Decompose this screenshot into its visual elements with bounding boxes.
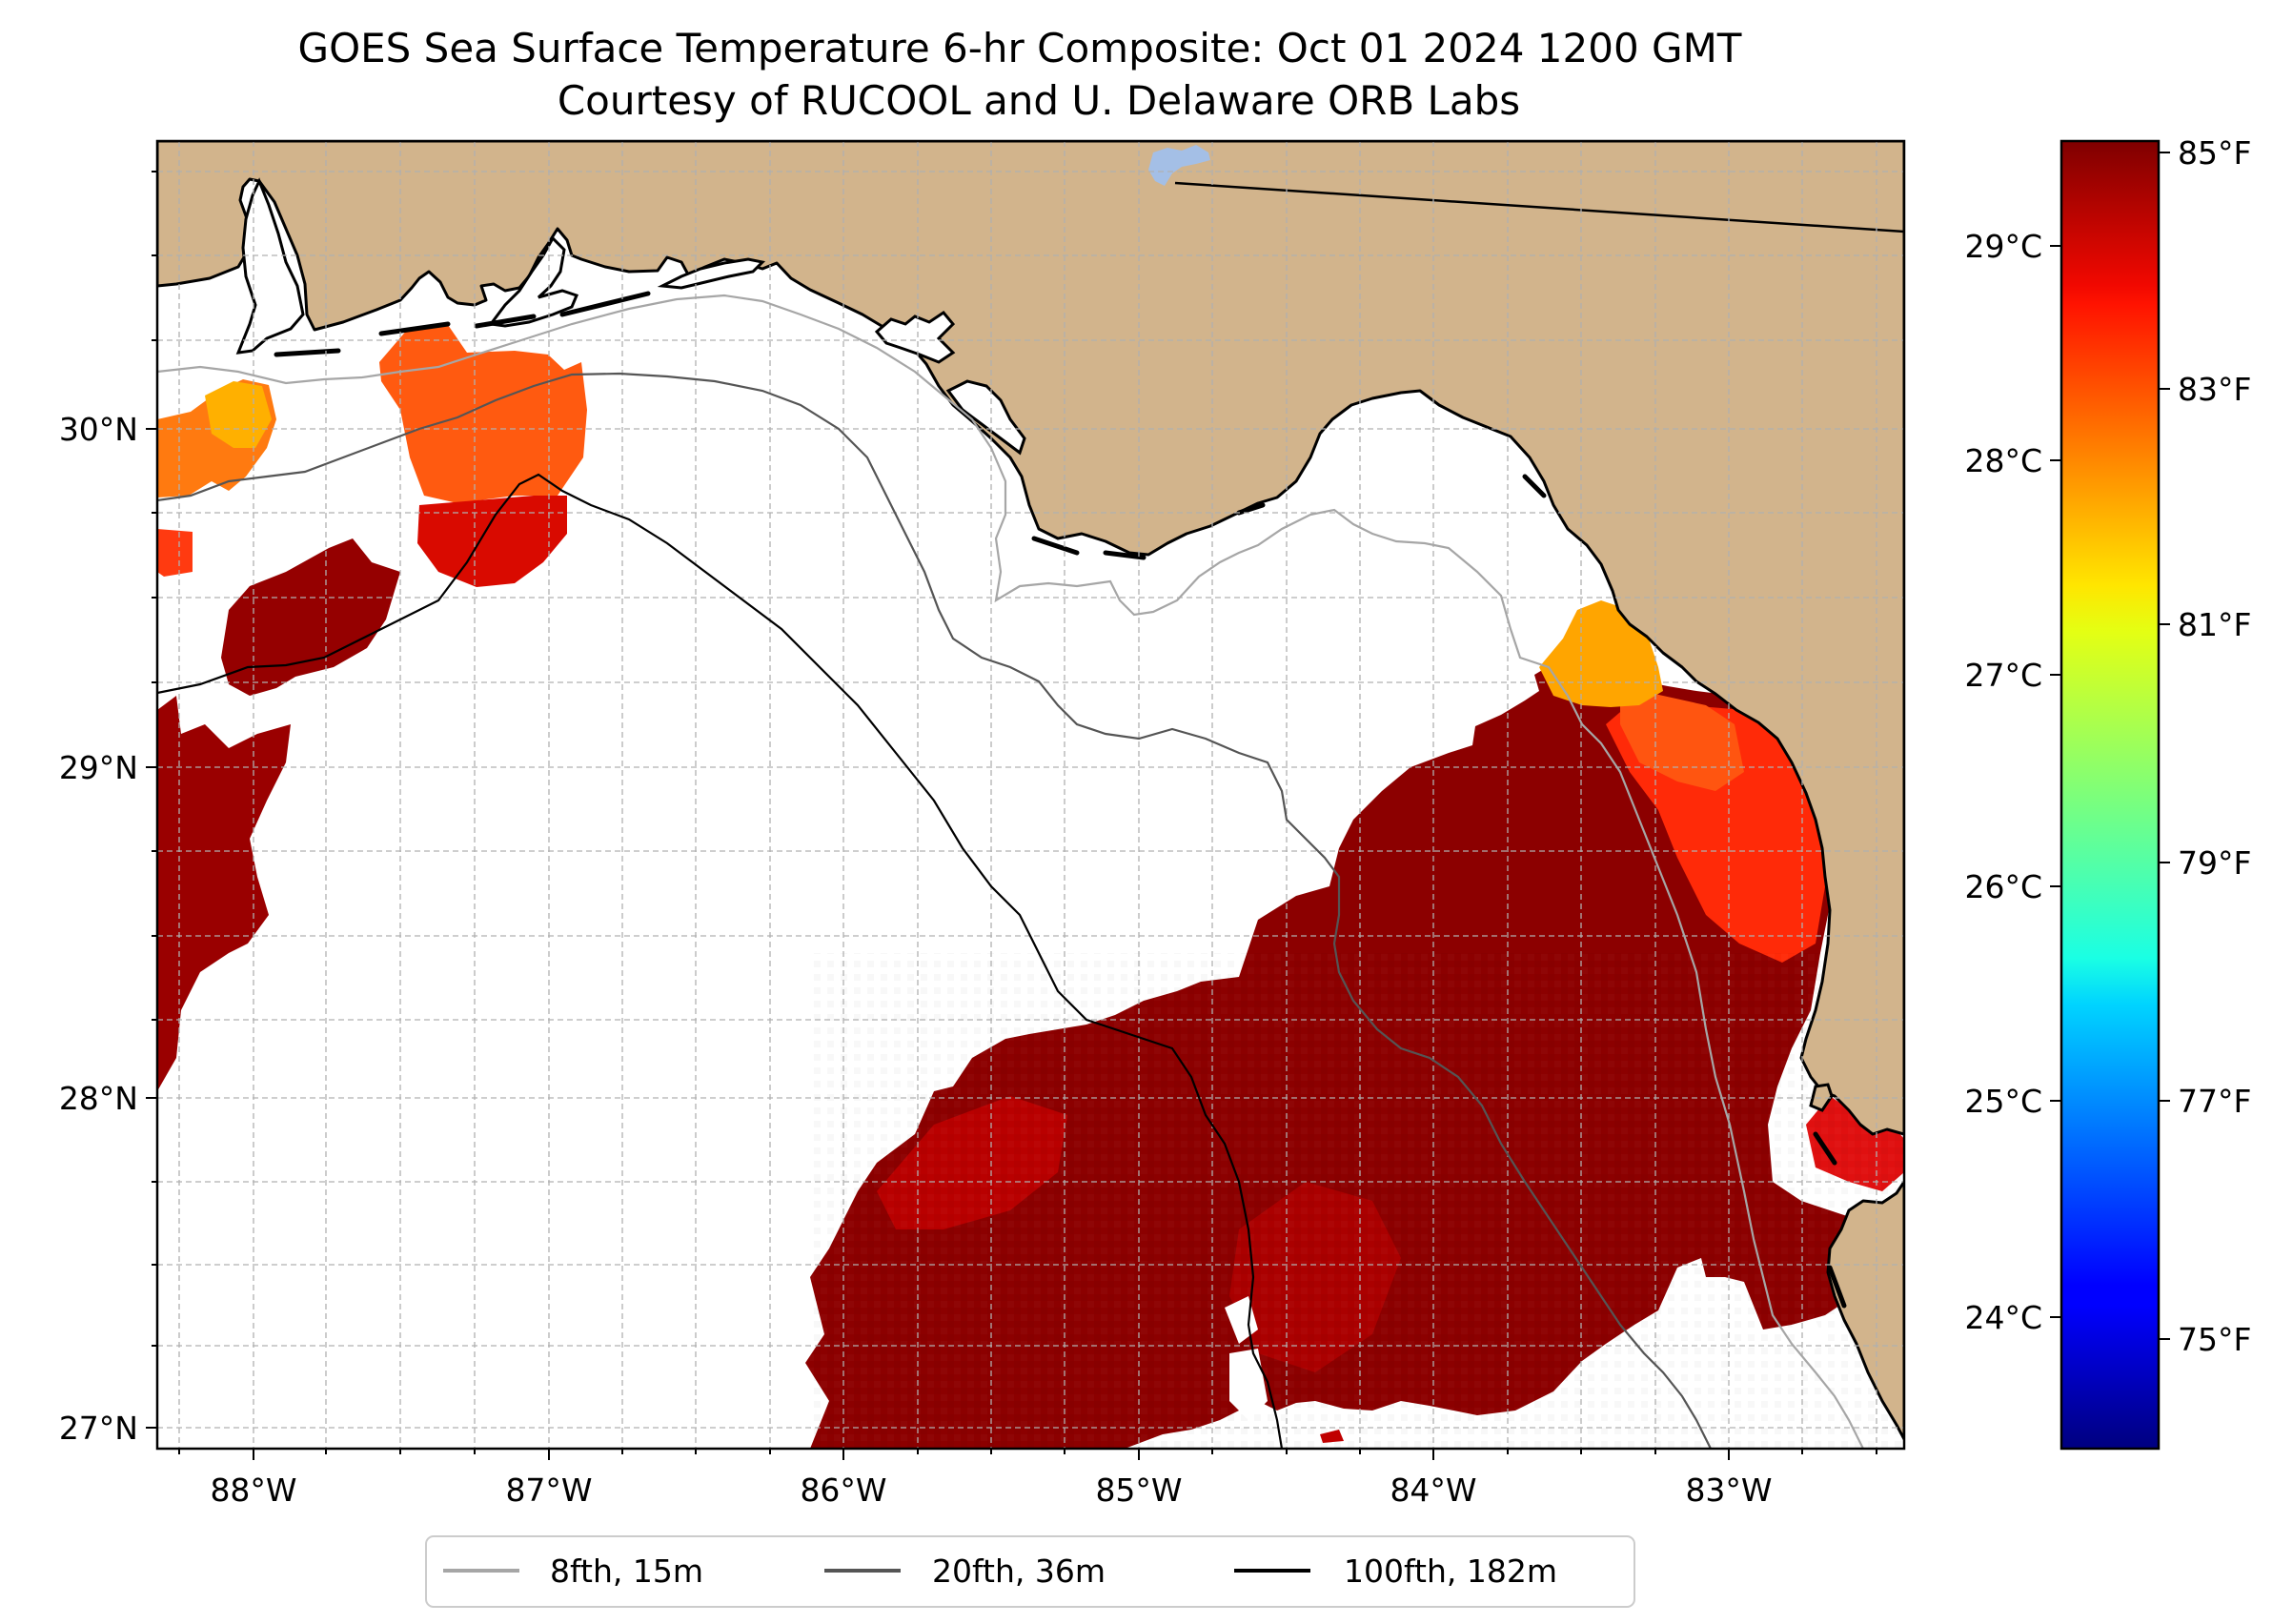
sst-data-layer xyxy=(157,322,1904,1449)
cloud-gap-2 xyxy=(1229,1349,1268,1420)
sst-patch-west-yellow xyxy=(205,381,272,448)
st-andrew-bay xyxy=(874,311,956,364)
land-mass-main xyxy=(157,141,1904,1136)
sst-patch-east-orange xyxy=(1620,686,1744,791)
x-tick-label: 83°W xyxy=(1685,1472,1772,1509)
isobath-8fth-15m xyxy=(157,294,1864,1449)
barrier-islands xyxy=(274,291,1847,1309)
x-axis: 88°W 87°W 86°W 85°W 84°W 83°W xyxy=(178,1449,1877,1509)
colorbar-celsius-label: 27°C xyxy=(1964,657,2042,694)
gridlines xyxy=(157,141,1904,1449)
colorbar-celsius-label: 29°C xyxy=(1964,228,2042,265)
y-tick-label: 30°N xyxy=(59,411,138,448)
x-tick-label: 86°W xyxy=(800,1472,886,1509)
chart-title: GOES Sea Surface Temperature 6-hr Compos… xyxy=(298,25,1742,71)
sst-fleck xyxy=(1320,1430,1344,1443)
colorbar-fahrenheit-label: 81°F xyxy=(2178,606,2251,643)
legend: 8fth, 15m 20fth, 36m 100fth, 182m xyxy=(425,1535,1635,1608)
state-border xyxy=(1174,181,1904,233)
apalachicola-bay xyxy=(945,379,1026,456)
isobath-100fth-182m xyxy=(157,473,1284,1449)
isobath-20fth-36m xyxy=(157,372,1712,1449)
y-tick-label: 29°N xyxy=(59,749,138,786)
y-axis: 27°N 28°N 29°N 30°N xyxy=(59,171,157,1447)
colorbar-fahrenheit-label: 77°F xyxy=(2178,1083,2251,1120)
map-area xyxy=(157,141,1904,1449)
legend-box xyxy=(425,1535,1635,1608)
colorbar-fahrenheit-label: 79°F xyxy=(2178,844,2251,882)
legend-label-20fth: 20fth, 36m xyxy=(932,1553,1106,1590)
colorbar: 24°C 25°C 26°C 27°C 28°C 29°C 75°F 77°F … xyxy=(1964,134,2251,1451)
colorbar-celsius-label: 26°C xyxy=(1964,868,2042,905)
colorbar-celsius-label: 24°C xyxy=(1964,1299,2042,1336)
sst-patch-west-edge xyxy=(157,696,291,1091)
x-tick-label: 85°W xyxy=(1095,1472,1182,1509)
y-tick-label: 28°N xyxy=(59,1080,138,1117)
legend-label-8fth: 8fth, 15m xyxy=(550,1553,703,1590)
map-frame xyxy=(155,139,1906,1451)
colorbar-fahrenheit-label: 83°F xyxy=(2178,371,2251,408)
sst-patch-nw-blob xyxy=(221,538,400,696)
colorbar-celsius-label: 25°C xyxy=(1964,1083,2042,1120)
colorbar-fahrenheit-label: 85°F xyxy=(2178,134,2251,172)
cloud-gap-3 xyxy=(1792,1320,1825,1353)
sst-patch-mobile-red xyxy=(417,496,567,587)
pensacola-bay xyxy=(488,235,579,328)
colorbar-celsius-label: 28°C xyxy=(1964,442,2042,479)
mobile-bay xyxy=(235,177,305,355)
y-tick-label: 27°N xyxy=(59,1410,138,1447)
chart-subtitle: Courtesy of RUCOOL and U. Delaware ORB L… xyxy=(558,77,1520,124)
colorbar-gradient xyxy=(2060,139,2161,1451)
x-tick-label: 84°W xyxy=(1390,1472,1476,1509)
colorbar-fahrenheit-label: 75°F xyxy=(2178,1321,2251,1358)
x-tick-label: 88°W xyxy=(210,1472,296,1509)
sst-texture xyxy=(810,953,1904,1449)
sst-patch-west-small xyxy=(157,529,193,577)
land-south-florida xyxy=(1826,1180,1904,1441)
x-tick-label: 87°W xyxy=(505,1472,592,1509)
legend-label-100fth: 100fth, 182m xyxy=(1344,1553,1557,1590)
choctawhatchee-bay xyxy=(657,257,766,290)
alabama-lake xyxy=(1148,145,1210,186)
